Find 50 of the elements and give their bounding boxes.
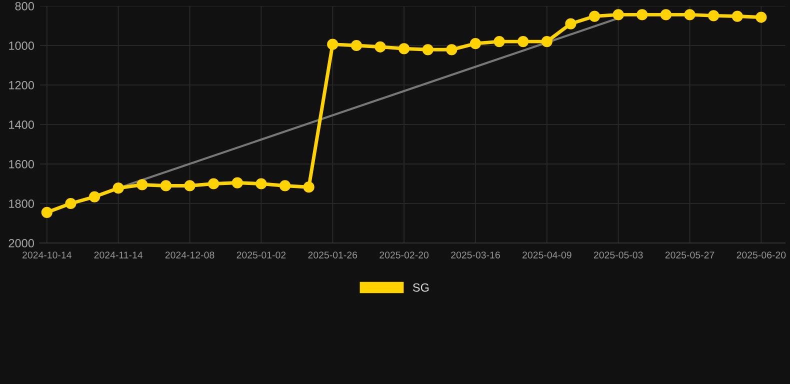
point — [88, 191, 100, 202]
legend-label: SG — [412, 283, 429, 292]
x-tick-label: 2025-06-20 — [736, 252, 786, 258]
y-tick-label: 1800 — [9, 200, 34, 208]
x-tick-label: 2025-02-20 — [380, 252, 429, 258]
point — [232, 177, 243, 188]
point — [279, 180, 291, 192]
point — [732, 10, 743, 22]
point — [208, 178, 220, 190]
x-tick-label: 2025-01-02 — [236, 252, 286, 258]
point — [708, 10, 720, 22]
y-tick-label: 1600 — [9, 160, 34, 168]
x-tick-label: 2024-10-14 — [22, 252, 72, 258]
point — [112, 182, 124, 194]
point — [636, 9, 648, 20]
x-tick-label: 2025-05-03 — [594, 252, 643, 258]
point — [756, 12, 767, 23]
point — [327, 38, 338, 50]
point — [684, 9, 696, 20]
point — [374, 41, 386, 52]
point — [588, 10, 600, 22]
y-tick-label: 1200 — [9, 81, 34, 90]
point — [256, 178, 267, 190]
point — [565, 18, 576, 30]
x-tick-label: 2025-05-27 — [665, 252, 714, 258]
point — [41, 206, 52, 218]
point — [446, 44, 458, 56]
y-tick-label: 1400 — [9, 120, 34, 129]
x-tick-label: 2024-12-08 — [165, 252, 214, 258]
point — [470, 38, 482, 50]
point — [160, 180, 172, 192]
point — [422, 44, 434, 56]
point — [303, 182, 314, 193]
point — [350, 40, 362, 52]
y-tick-label: 800 — [15, 2, 34, 10]
y-tick-label: 1000 — [9, 42, 34, 50]
y-tick-label: 2000 — [8, 239, 34, 248]
point — [398, 43, 410, 54]
x-tick-label: 2024-11-14 — [94, 252, 143, 258]
point — [136, 179, 148, 190]
point — [65, 198, 76, 210]
x-tick-label: 2025-03-16 — [451, 252, 500, 258]
x-tick-label: 2025-04-09 — [522, 252, 572, 258]
point — [494, 36, 505, 48]
point — [184, 180, 196, 192]
point — [612, 9, 624, 20]
point — [660, 9, 672, 20]
point — [541, 36, 552, 48]
point — [518, 36, 529, 48]
x-tick-label: 2025-01-26 — [308, 252, 358, 258]
